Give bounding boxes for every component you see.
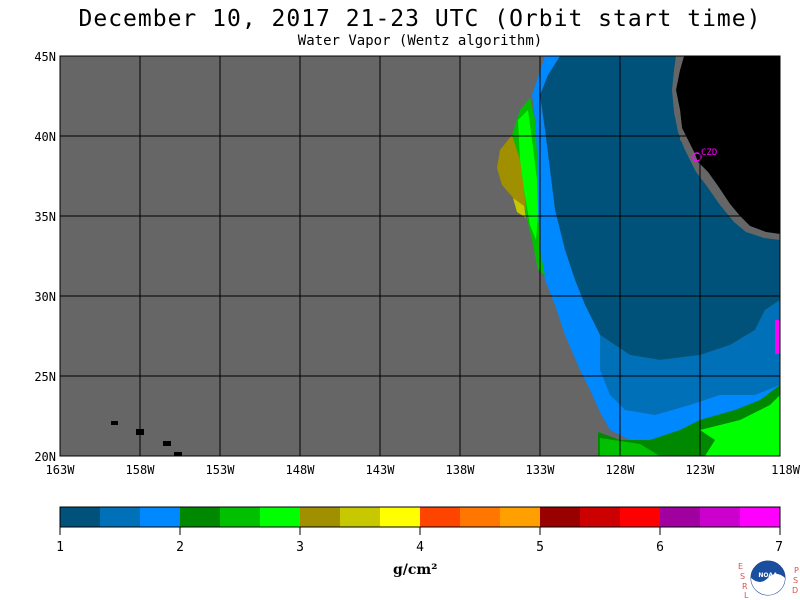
- colorbar-swatch: [700, 507, 741, 527]
- vapor-band-se-green2: [600, 438, 660, 456]
- map-panel: CZD: [59, 55, 781, 457]
- vapor-band-brightgreen: [518, 110, 538, 240]
- vapor-band-olive: [497, 135, 526, 210]
- longitude-label: 138W: [446, 463, 476, 477]
- latitude-label: 45N: [34, 50, 56, 64]
- colorbar-tick-label: 6: [656, 540, 664, 555]
- logo-letter-r: R: [742, 582, 748, 591]
- latitude-label: 25N: [34, 370, 56, 384]
- longitude-labels: 163W 158W 153W 148W 143W 138W 133W 128W 123W 118W: [46, 463, 800, 477]
- colorbar-swatch: [500, 507, 541, 527]
- logo-emblem-text: NOAA: [758, 572, 778, 579]
- latitude-label: 30N: [34, 290, 56, 304]
- colorbar-tick-label: 5: [536, 540, 544, 555]
- longitude-label: 128W: [606, 463, 636, 477]
- vapor-band-yellow: [513, 198, 526, 218]
- colorbar-tick-label: 7: [775, 540, 783, 555]
- vapor-band-magenta: [775, 320, 780, 354]
- colorbar-swatch: [380, 507, 421, 527]
- colorbar-swatch: [60, 507, 101, 527]
- colorbar-swatch: [660, 507, 701, 527]
- colorbar-ticks: 1 2 3 4 5 6 7: [56, 527, 783, 555]
- colorbar-swatch: [460, 507, 501, 527]
- latitude-label: 20N: [34, 450, 56, 464]
- station-label: CZD: [701, 148, 717, 158]
- latitude-labels: 45N 40N 35N 30N 25N 20N: [34, 50, 56, 464]
- land-coast-edge: [672, 56, 780, 240]
- noaa-esrl-psd-logo: E S R L NOAA P S D: [736, 558, 800, 600]
- colorbar-swatch: [340, 507, 381, 527]
- colorbar-swatch: [540, 507, 581, 527]
- island-maui: [163, 441, 171, 446]
- island-hawaii: [174, 452, 182, 456]
- latitude-label: 35N: [34, 210, 56, 224]
- logo-letter-s2: S: [793, 576, 799, 585]
- station-marker-icon: [692, 152, 702, 162]
- logo-letter-s: S: [740, 572, 746, 581]
- logo-letter-e: E: [738, 562, 744, 571]
- colorbar-tick-label: 1: [56, 540, 64, 555]
- latitude-label: 40N: [34, 130, 56, 144]
- longitude-label: 123W: [686, 463, 716, 477]
- vapor-band-midblue: [600, 300, 780, 415]
- longitude-label: 153W: [206, 463, 236, 477]
- vapor-band-se-brightgreen: [700, 395, 780, 456]
- land-north-america: [676, 56, 780, 234]
- colorbar-swatch: [180, 507, 221, 527]
- colorbar-swatch: [260, 507, 301, 527]
- colorbar-swatch: [100, 507, 141, 527]
- colorbar-swatch: [420, 507, 461, 527]
- longitude-label: 118W: [771, 463, 800, 477]
- longitude-label: 143W: [366, 463, 396, 477]
- colorbar-swatch: [580, 507, 621, 527]
- vapor-band-lightblue: [532, 56, 780, 440]
- logo-letter-l: L: [744, 591, 749, 600]
- colorbar-swatch: [620, 507, 661, 527]
- vapor-band-darkblue: [540, 56, 780, 360]
- longitude-label: 133W: [526, 463, 556, 477]
- map-title: December 10, 2017 21-23 UTC (Orbit start…: [78, 6, 762, 32]
- noaa-emblem-icon: NOAA: [750, 560, 786, 596]
- colorbar-swatch: [220, 507, 261, 527]
- map-border: [59, 55, 781, 457]
- colorbar-units: g/cm²: [393, 562, 438, 578]
- colorbar-swatch: [140, 507, 181, 527]
- logo-letter-d: D: [792, 586, 799, 595]
- colorbar-tick-label: 2: [176, 540, 184, 555]
- longitude-label: 163W: [46, 463, 76, 477]
- colorbar-swatch: [300, 507, 341, 527]
- longitude-label: 148W: [286, 463, 316, 477]
- map-subtitle: Water Vapor (Wentz algorithm): [297, 33, 543, 49]
- colorbar-tick-label: 4: [416, 540, 424, 555]
- logo-letter-p: P: [794, 566, 799, 575]
- island-kauai: [111, 421, 118, 425]
- colorbar-tick-label: 3: [296, 540, 304, 555]
- colorbar-swatch: [740, 507, 781, 527]
- longitude-label: 158W: [126, 463, 156, 477]
- colorbar: [59, 506, 781, 528]
